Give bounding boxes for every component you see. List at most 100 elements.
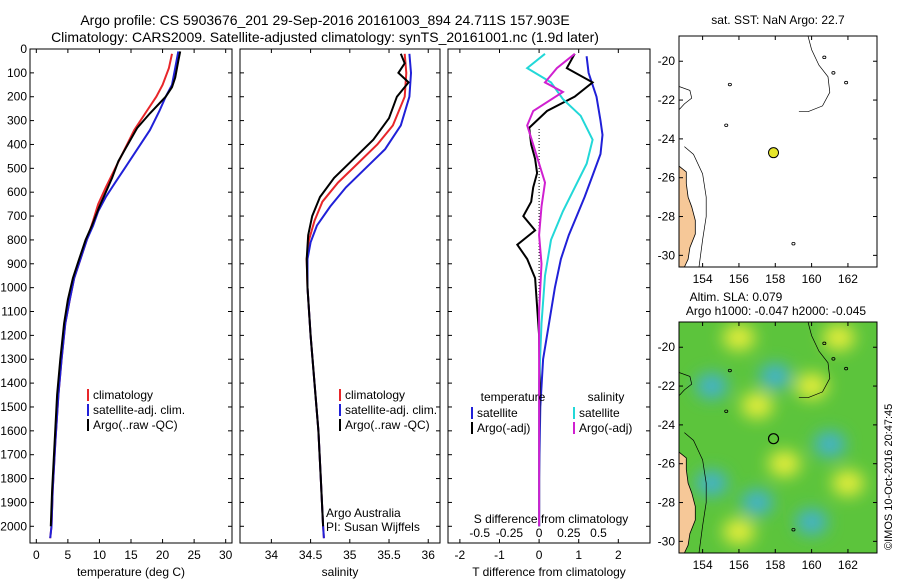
depth-tick-label: 1000 xyxy=(0,281,27,295)
island xyxy=(822,341,827,346)
sla-blob-yellow xyxy=(795,373,828,400)
x-axis-label: T difference from climatology xyxy=(472,565,626,579)
sst-map-frame xyxy=(678,35,878,268)
legend-label: Argo(..raw -QC) xyxy=(93,418,178,432)
depth-tick-label: 1800 xyxy=(0,472,27,486)
latitude-tick-label: -26 xyxy=(658,171,676,185)
legend-label: satellite-adj. clim. xyxy=(345,403,437,417)
island xyxy=(822,55,827,60)
x-tick-label: 20 xyxy=(156,548,170,562)
depth-tick-label: 1600 xyxy=(0,424,27,438)
depth-tick-label: 200 xyxy=(7,90,27,104)
x-tick-label: 36 xyxy=(422,548,436,562)
island xyxy=(727,368,732,373)
legend-label: Argo(-adj) xyxy=(579,421,632,435)
longitude-tick-label: 160 xyxy=(802,558,822,572)
x-tick-label: 0 xyxy=(536,548,543,562)
island xyxy=(791,242,796,246)
x-tick-label: 25 xyxy=(187,548,201,562)
depth-tick-label: 300 xyxy=(7,114,27,128)
series-line-temperature-satellite xyxy=(538,56,604,527)
longitude-tick-label: 154 xyxy=(693,558,713,572)
land-mass xyxy=(679,451,696,553)
island xyxy=(727,82,732,87)
s-tick-label: -0.5 xyxy=(469,526,490,540)
series-line-climatology xyxy=(305,53,408,539)
legend-label: climatology xyxy=(93,388,153,402)
depth-contour xyxy=(798,322,831,399)
depth-contour xyxy=(798,36,831,113)
sst-map-content xyxy=(679,36,877,267)
series-line-argo-raw-qc- xyxy=(305,53,410,527)
argo-float-marker xyxy=(767,433,780,445)
longitude-tick-label: 162 xyxy=(838,272,858,286)
island xyxy=(844,366,849,371)
sst-map-title: sat. SST: NaN Argo: 22.7 xyxy=(711,13,845,27)
x-tick-label: 35.5 xyxy=(377,548,401,562)
sla-blob-blue xyxy=(695,373,728,400)
depth-contour xyxy=(679,86,693,111)
depth-tick-label: 800 xyxy=(7,233,27,247)
panel-1-series xyxy=(49,51,182,539)
legend-label: satellite xyxy=(477,406,518,420)
sla-blob-blue xyxy=(795,508,828,535)
series-line-salinity-satellite xyxy=(525,53,594,527)
depth-tick-label: 700 xyxy=(7,209,27,223)
depth-tick-label: 500 xyxy=(7,161,27,175)
sla-blob-yellow xyxy=(831,470,864,497)
latitude-tick-label: -24 xyxy=(658,132,676,146)
sla-map-content xyxy=(679,322,877,553)
header-line-2: Climatology: CARS2009. Satellite-adjuste… xyxy=(51,29,599,45)
sla-blob-blue xyxy=(813,431,846,458)
argo-float-marker xyxy=(768,147,780,159)
series-line-satellite-adj-clim- xyxy=(49,51,180,539)
island xyxy=(831,71,836,75)
sla-blob-yellow xyxy=(768,450,801,477)
header-line-1: Argo profile: CS 5903676_201 29-Sep-2016… xyxy=(80,12,570,28)
depth-tick-label: 1100 xyxy=(1,305,27,319)
legend-header-salinity: salinity xyxy=(588,390,625,404)
land-mass xyxy=(679,165,696,267)
latitude-tick-label: -28 xyxy=(658,496,676,510)
x-tick-label: 35 xyxy=(343,548,357,562)
legend-label: Argo(..raw -QC) xyxy=(345,418,430,432)
legend-label: Argo(-adj) xyxy=(477,421,530,435)
depth-tick-label: 1700 xyxy=(0,448,27,462)
series-line-argo-raw-qc- xyxy=(49,51,182,527)
latitude-tick-label: -22 xyxy=(658,379,676,393)
x-tick-label: -1 xyxy=(494,548,505,562)
sla-blob-blue xyxy=(759,363,792,390)
longitude-tick-label: 160 xyxy=(802,272,822,286)
sla-title-line-2: Argo h1000: -0.047 h2000: -0.045 xyxy=(686,304,866,318)
longitude-tick-label: 156 xyxy=(729,558,749,572)
legend-label: satellite xyxy=(579,406,620,420)
island xyxy=(724,123,729,127)
x-tick-label: 5 xyxy=(65,548,72,562)
sla-blob-yellow xyxy=(822,324,855,351)
s-tick-label: -0.25 xyxy=(496,526,524,540)
x-tick-label: 15 xyxy=(124,548,138,562)
s-axis-label: S difference from climatology xyxy=(474,512,629,526)
depth-contour xyxy=(684,432,707,553)
annotation-pi: PI: Susan Wijffels xyxy=(326,520,420,534)
longitude-tick-label: 158 xyxy=(765,558,785,572)
sla-blob-blue xyxy=(741,489,774,516)
panel-2-frame xyxy=(239,48,441,544)
depth-tick-label: 900 xyxy=(7,257,27,271)
sla-blob-blue xyxy=(695,470,728,497)
sla-anomaly-blobs xyxy=(695,324,864,545)
panel-2-series xyxy=(305,53,413,539)
depth-tick-label: 1300 xyxy=(0,352,27,366)
x-tick-label: 10 xyxy=(93,548,107,562)
depth-tick-label: 600 xyxy=(7,185,27,199)
legend-label: satellite-adj. clim. xyxy=(93,403,185,417)
panel-3-frame xyxy=(447,48,651,544)
depth-tick-label: 1200 xyxy=(0,328,27,342)
island xyxy=(831,357,836,361)
s-tick-label: 0.5 xyxy=(590,526,607,540)
sla-blob-yellow xyxy=(722,324,755,351)
x-tick-label: 0 xyxy=(33,548,40,562)
legend-header-temperature: temperature xyxy=(481,390,546,404)
series-line-salinity-argo-adj- xyxy=(526,53,576,527)
